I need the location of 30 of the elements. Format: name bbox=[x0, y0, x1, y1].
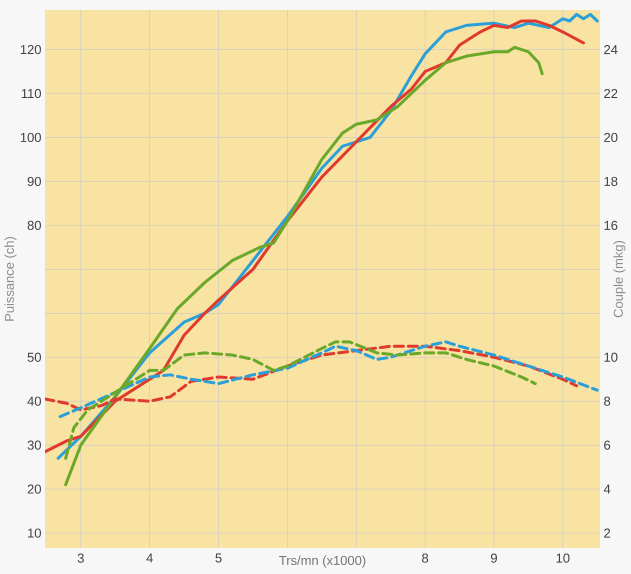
x-axis-title: Trs/mn (x1000) bbox=[279, 556, 366, 568]
x-tick-label: 10 bbox=[556, 554, 570, 563]
y-axis-title: Puissance (ch) bbox=[4, 236, 17, 321]
x-tick-label: 4 bbox=[146, 554, 153, 562]
y-tick-label: 110 bbox=[22, 88, 41, 98]
y2-tick-label: 10 bbox=[604, 352, 618, 362]
y2-axis-title: Couple (mkg) bbox=[613, 240, 626, 318]
y2-tick-label: 4 bbox=[604, 484, 610, 494]
line-series bbox=[64, 46, 544, 486]
y2-tick-label: 8 bbox=[604, 396, 610, 406]
y-tick-label: 80 bbox=[28, 220, 41, 230]
y2-tick-label: 2 bbox=[604, 528, 610, 538]
x-tick-label: 5 bbox=[215, 554, 222, 563]
y2-tick-label: 20 bbox=[604, 132, 618, 142]
y2-tick-label: 16 bbox=[604, 220, 618, 230]
x-tick-label: 3 bbox=[78, 554, 84, 563]
y-tick-label: 100 bbox=[20, 132, 41, 142]
y-tick-label: 30 bbox=[28, 440, 41, 450]
y2-tick-label: 22 bbox=[604, 88, 618, 98]
y-tick-label: 90 bbox=[28, 176, 41, 186]
y2-tick-label: 6 bbox=[604, 440, 610, 450]
y-tick-label: 20 bbox=[28, 484, 41, 494]
x-tick-label: 9 bbox=[490, 554, 497, 563]
y-tick-label: 50 bbox=[28, 352, 41, 362]
y-tick-label: 40 bbox=[27, 396, 41, 406]
y2-tick-label: 24 bbox=[604, 45, 618, 54]
x-tick-label: 8 bbox=[422, 554, 428, 563]
y-tick-label: 120 bbox=[20, 44, 41, 54]
y-tick-label: 10 bbox=[28, 528, 41, 538]
y2-tick-label: 18 bbox=[604, 176, 618, 186]
